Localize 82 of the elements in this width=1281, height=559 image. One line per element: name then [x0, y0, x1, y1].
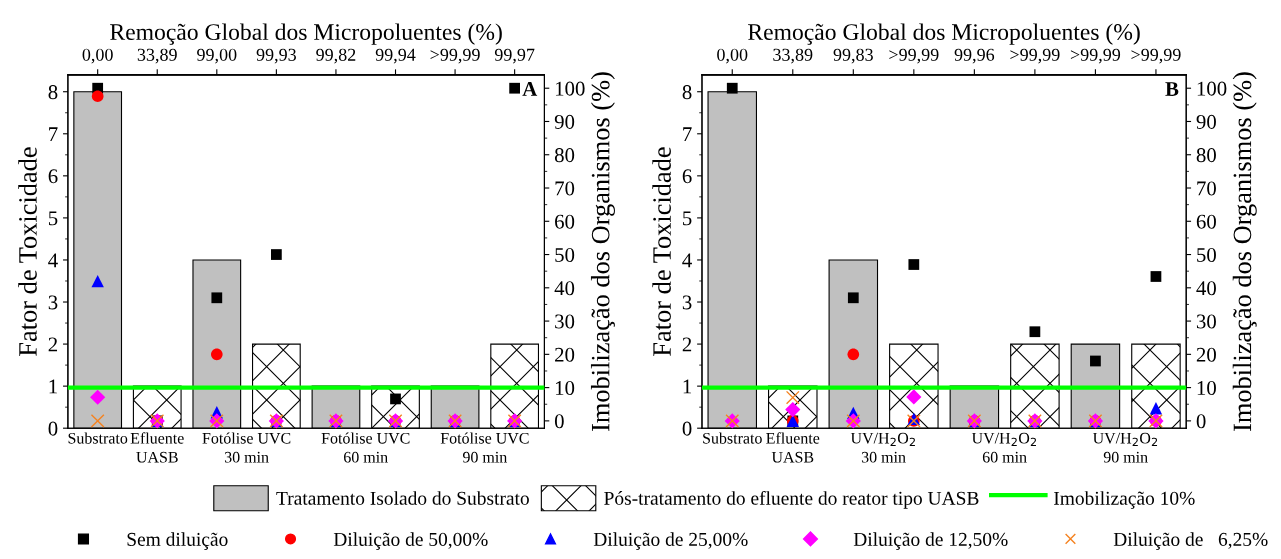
- text: Substrato: [703, 432, 762, 444]
- y-tick-label: 4: [48, 253, 58, 268]
- x2-axis-title: Remoção Global dos Micropoluentes (%): [748, 23, 1140, 45]
- x-tick-label: 99,94: [375, 48, 416, 64]
- legend-label: Diluição de 50,00%: [333, 532, 488, 550]
- text: Efluente UASB: [130, 432, 184, 463]
- x-tick-label: 99,93: [256, 48, 296, 64]
- text: UV/H$_{2}$O$_{2}$ 90 min: [1092, 432, 1158, 463]
- y2-tick-label: 60: [555, 214, 575, 229]
- y2-tick-label: 50: [555, 247, 575, 262]
- y2-tick-label: 70: [1197, 181, 1216, 196]
- y2-tick-label: 80: [1196, 148, 1216, 163]
- y2-tick-label: 20: [1196, 347, 1216, 362]
- y-axis-title: Fator de Toxicidade: [18, 147, 37, 356]
- x-tick-label: 0,00: [82, 48, 113, 64]
- y-tick-label: 8: [682, 85, 692, 100]
- legend-label: Sem diluição: [127, 532, 228, 550]
- y-tick-label: 1: [683, 379, 692, 394]
- x-tick-label: 33,89: [773, 48, 813, 64]
- text: Fotólise UVC 60 min: [321, 432, 410, 463]
- y2-tick-label: 40: [554, 281, 575, 296]
- text: UV/H$_{2}$O$_{2}$ 30 min: [850, 432, 915, 463]
- y2-tick-label: 30: [1196, 314, 1216, 329]
- y2-tick-label: 90: [554, 114, 575, 129]
- y2-tick-label: 100: [1197, 81, 1227, 96]
- x-tick-label: >99,99: [1070, 48, 1121, 64]
- legend-label: Tratamento Isolado do Substrato: [276, 491, 529, 505]
- text: Efluente UASB: [766, 432, 820, 463]
- y-tick-label: 3: [48, 295, 58, 310]
- y2-tick-label: 10: [555, 380, 575, 396]
- x-tick-label: 99,83: [833, 48, 873, 64]
- text: Fotólise UVC 30 min: [202, 432, 291, 463]
- y2-tick-label: 0: [554, 414, 564, 429]
- y2-tick-label: 50: [1197, 247, 1216, 262]
- y2-tick-label: 100: [555, 81, 585, 96]
- y-tick-label: 6: [48, 169, 58, 184]
- y2-axis-title: Imobilização dos Organismos (%): [590, 72, 615, 432]
- text: UV/H$_{2}$O$_{2}$ 60 min: [971, 432, 1036, 463]
- y2-tick-label: 90: [1196, 114, 1216, 129]
- x-tick-label: 33,89: [137, 48, 177, 64]
- x-tick-label: 99,97: [494, 48, 535, 64]
- y2-tick-label: 70: [555, 181, 575, 196]
- y-tick-label: 6: [682, 169, 692, 184]
- annotation: B: [1165, 82, 1179, 96]
- text: Substrato: [68, 432, 128, 444]
- y-axis-title: Fator de Toxicidade: [652, 147, 671, 356]
- y2-tick-label: 40: [1196, 281, 1216, 296]
- x-tick-label: 99,82: [316, 48, 356, 64]
- y2-tick-label: 60: [1196, 214, 1216, 229]
- y-tick-label: 2: [48, 337, 58, 352]
- y-tick-label: 2: [682, 337, 692, 352]
- legend-label: Diluição de 12,50%: [853, 532, 1008, 550]
- x-tick-label: 0,00: [717, 48, 748, 64]
- x-tick-label: 99,00: [197, 48, 237, 64]
- y2-tick-label: 0: [1196, 414, 1206, 429]
- y-tick-label: 5: [683, 211, 692, 226]
- y-tick-label: 8: [48, 85, 58, 100]
- legend-label: Imobilização 10%: [1054, 491, 1195, 509]
- y2-tick-label: 30: [555, 314, 575, 329]
- y-tick-label: 5: [48, 211, 58, 226]
- y2-tick-label: 10: [1197, 380, 1216, 396]
- y-tick-label: 0: [682, 421, 692, 436]
- y-tick-label: 7: [49, 127, 58, 142]
- y-tick-label: 1: [49, 379, 57, 394]
- x-tick-label: >99,99: [1010, 48, 1060, 64]
- legend-label: Pós-tratamento do efluente do reator tipo UASB: [604, 490, 979, 509]
- legend-label: Diluição de 25,00%: [593, 532, 748, 550]
- x-tick-label: >99,99: [1131, 48, 1181, 64]
- annotation: A: [522, 82, 538, 96]
- x2-axis-title: Remoção Global dos Micropoluentes (%): [110, 23, 502, 45]
- text: Fotólise UVC 90 min: [440, 432, 529, 463]
- x-tick-label: >99,99: [889, 48, 939, 64]
- y-tick-label: 7: [683, 127, 692, 142]
- y2-tick-label: 80: [554, 148, 575, 163]
- y-tick-label: 4: [682, 253, 692, 268]
- y-tick-label: 0: [48, 421, 58, 436]
- x-tick-label: >99,99: [430, 48, 480, 64]
- y2-tick-label: 20: [555, 347, 575, 362]
- legend-label: Diluição de 6,25%: [1113, 532, 1268, 550]
- y-tick-label: 3: [682, 295, 692, 310]
- x-tick-label: 99,96: [954, 48, 995, 64]
- y2-axis-title: Imobilização dos Organismos (%): [1232, 72, 1257, 432]
